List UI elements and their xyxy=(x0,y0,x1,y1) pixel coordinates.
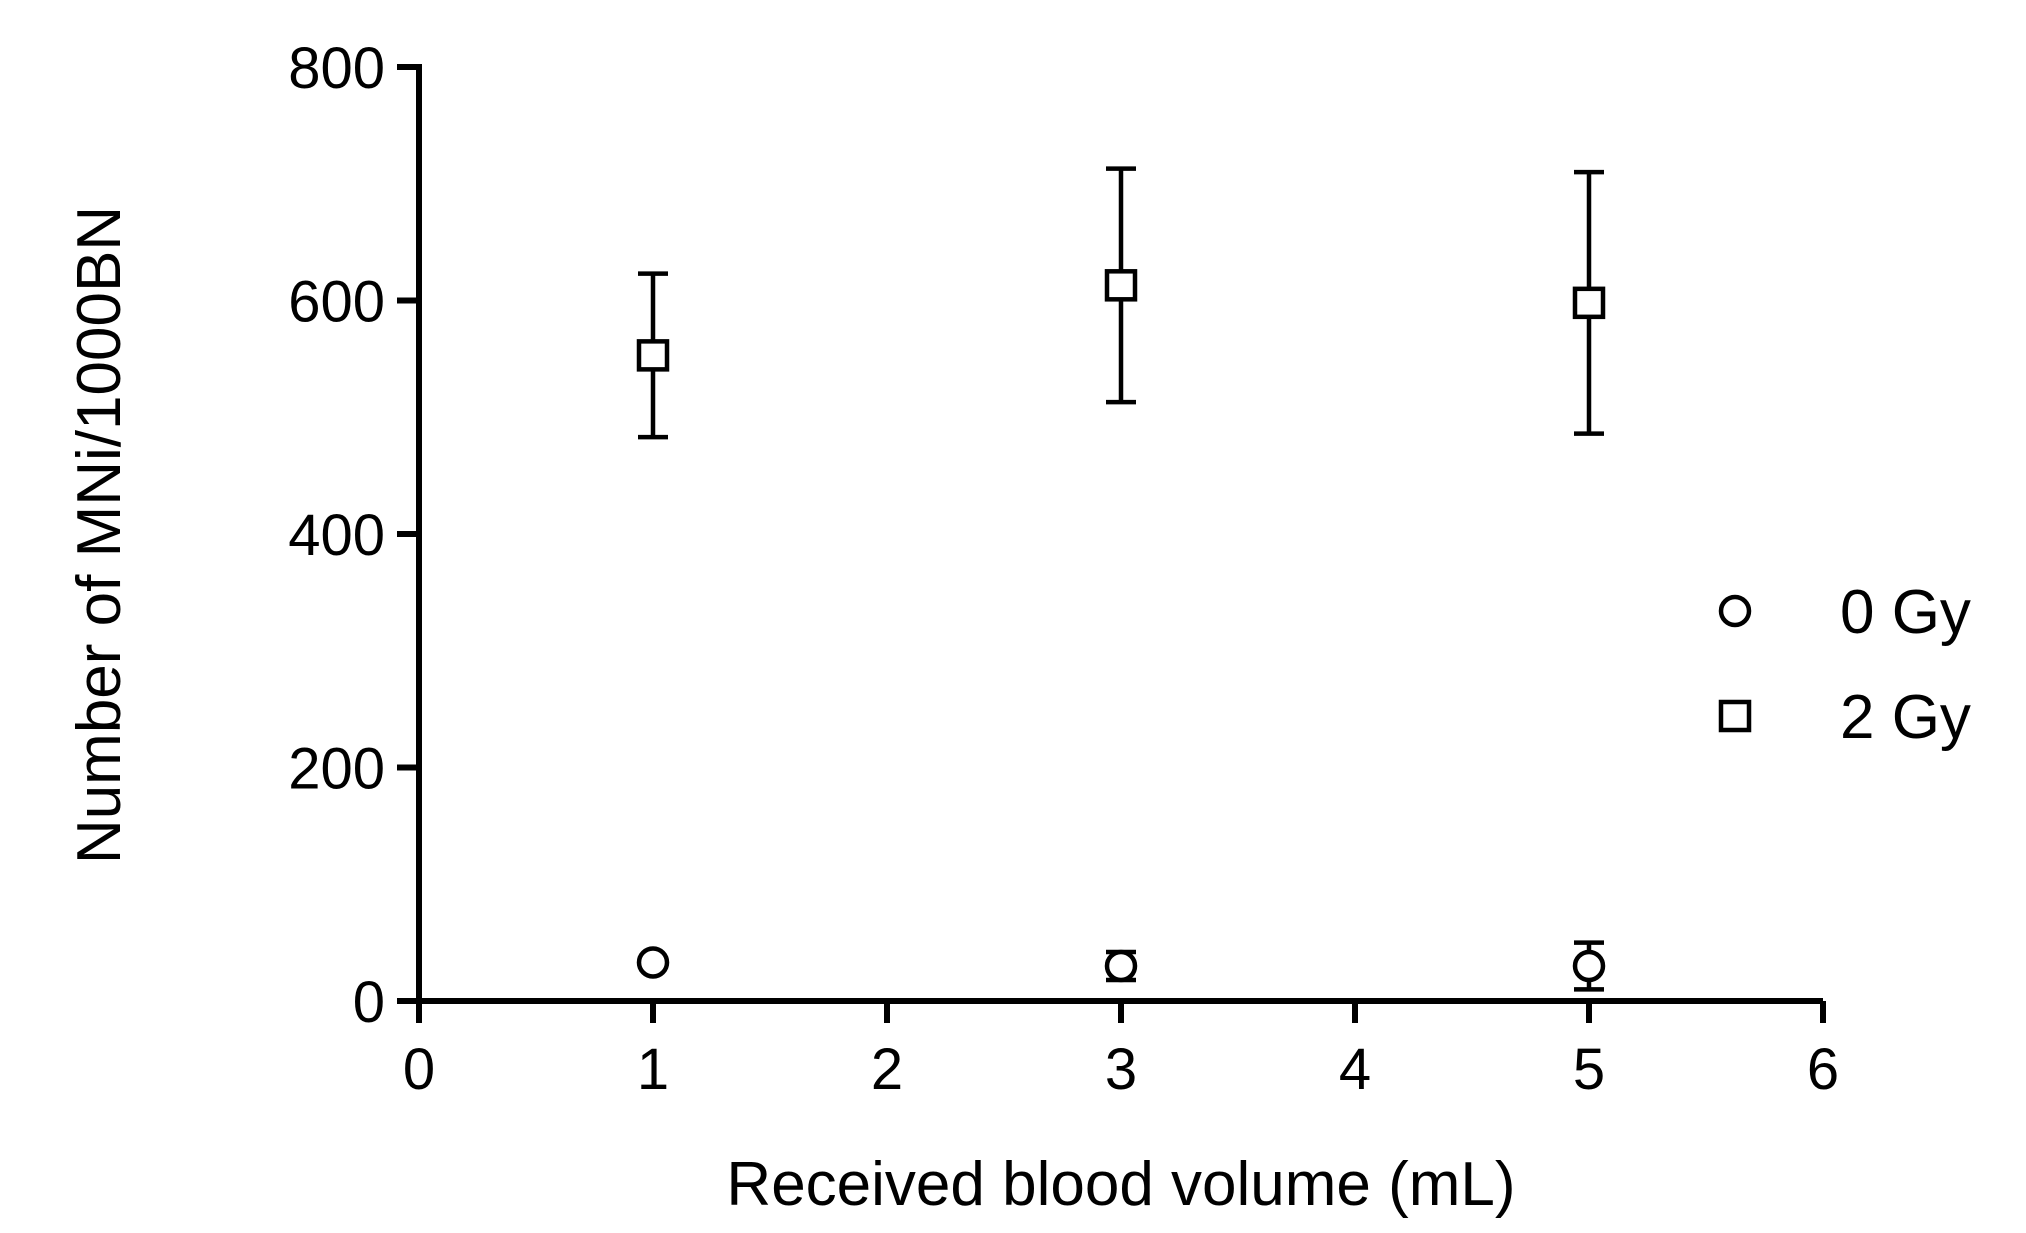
x-axis-title: Received blood volume (mL) xyxy=(726,1150,1515,1219)
plot-series xyxy=(636,166,1606,992)
legend-item: 0 Gy xyxy=(1718,578,1971,647)
legend-item: 2 Gy xyxy=(1718,683,1971,752)
legend-marker xyxy=(1718,699,1752,733)
x-tick-label: 4 xyxy=(1339,1037,1371,1102)
data-point xyxy=(1104,269,1138,302)
series-2-gy xyxy=(636,166,1606,440)
data-point xyxy=(636,339,670,372)
y-tick-label: 400 xyxy=(288,503,385,568)
x-tick-label: 1 xyxy=(637,1037,669,1102)
data-point xyxy=(1104,949,1138,983)
y-tick-label: 600 xyxy=(288,270,385,335)
legend: 0 Gy 2 Gy xyxy=(1718,578,1971,752)
y-axis-title: Number of MNi/1000BN xyxy=(65,206,134,864)
legend-label: 2 Gy xyxy=(1840,683,1971,752)
y-tick-label: 0 xyxy=(353,970,385,1035)
y-tick-label: 200 xyxy=(288,737,385,802)
x-tick-label: 2 xyxy=(871,1037,903,1102)
legend-marker xyxy=(1718,594,1752,628)
data-point xyxy=(1572,286,1606,320)
data-point xyxy=(1572,949,1606,983)
y-tick-label: 800 xyxy=(288,36,385,101)
legend-label: 0 Gy xyxy=(1840,578,1971,647)
x-tick-label: 0 xyxy=(403,1037,435,1102)
axis-ticks xyxy=(397,64,1826,1023)
x-tick-label: 6 xyxy=(1807,1037,1839,1102)
x-tick-label: 3 xyxy=(1105,1037,1137,1102)
x-tick-label: 5 xyxy=(1573,1037,1605,1102)
tick-labels: 0 1 2 3 4 5 6 0 200 400 600 800 xyxy=(288,36,1839,1102)
data-point xyxy=(636,946,670,979)
series-0-gy xyxy=(636,940,1606,992)
